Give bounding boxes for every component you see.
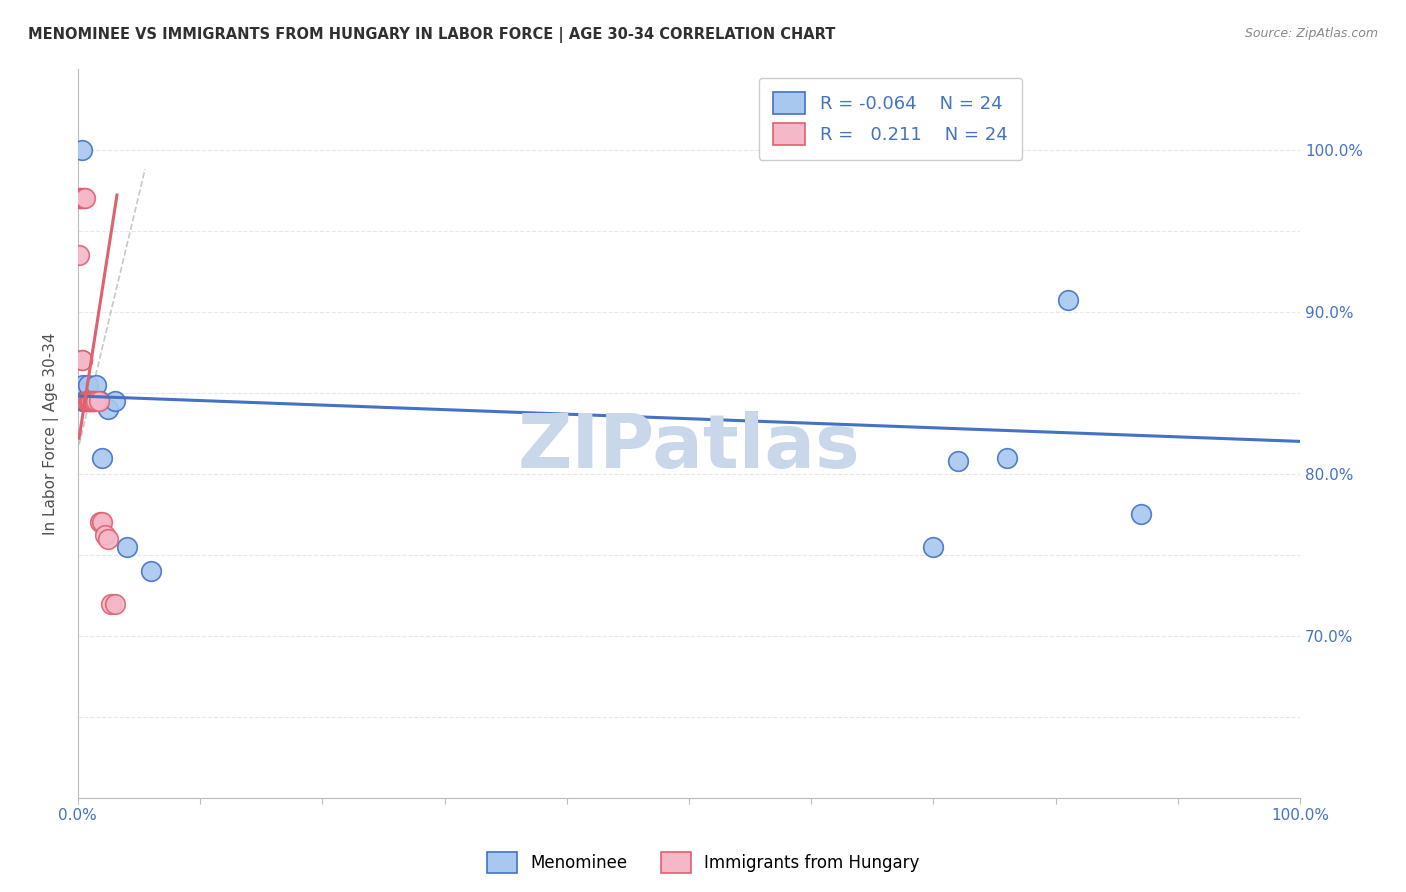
Point <box>79 393 101 408</box>
Point <box>72 191 94 205</box>
Point <box>72 393 94 408</box>
Point <box>84 377 107 392</box>
Point <box>91 516 114 530</box>
Point <box>946 454 969 468</box>
Text: MENOMINEE VS IMMIGRANTS FROM HUNGARY IN LABOR FORCE | AGE 30-34 CORRELATION CHAR: MENOMINEE VS IMMIGRANTS FROM HUNGARY IN … <box>28 27 835 43</box>
Point <box>75 191 97 205</box>
Point <box>103 393 125 408</box>
Point <box>70 143 93 157</box>
Point <box>77 393 100 408</box>
Point <box>1130 508 1153 522</box>
Point <box>75 393 97 408</box>
Point <box>67 248 90 262</box>
Point <box>115 540 138 554</box>
Point <box>73 191 96 205</box>
Point <box>82 393 104 408</box>
Point <box>84 393 107 408</box>
Point <box>69 191 91 205</box>
Point <box>922 540 945 554</box>
Point <box>141 564 163 578</box>
Point <box>79 393 101 408</box>
Point <box>75 393 97 408</box>
Legend: Menominee, Immigrants from Hungary: Menominee, Immigrants from Hungary <box>479 846 927 880</box>
Point <box>75 393 97 408</box>
Text: ZIPatlas: ZIPatlas <box>517 411 860 484</box>
Point <box>82 393 104 408</box>
Point <box>67 191 90 205</box>
Point <box>72 377 94 392</box>
Point <box>80 393 103 408</box>
Point <box>77 393 100 408</box>
Point <box>70 353 93 368</box>
Point <box>87 393 110 408</box>
Point <box>1056 293 1078 308</box>
Point <box>97 401 120 416</box>
Point <box>70 353 93 368</box>
Point <box>83 393 105 408</box>
Point <box>995 450 1018 465</box>
Point <box>97 532 120 546</box>
Point <box>73 385 96 400</box>
Text: Source: ZipAtlas.com: Source: ZipAtlas.com <box>1244 27 1378 40</box>
Point <box>94 528 117 542</box>
Point <box>76 377 98 392</box>
Point <box>89 393 111 408</box>
Point <box>69 191 91 205</box>
Point <box>100 597 122 611</box>
Point <box>89 516 111 530</box>
Point <box>91 450 114 465</box>
Point <box>76 393 98 408</box>
Point <box>73 393 96 408</box>
Legend: R = -0.064    N = 24, R =   0.211    N = 24: R = -0.064 N = 24, R = 0.211 N = 24 <box>758 78 1022 160</box>
Point <box>103 597 125 611</box>
Y-axis label: In Labor Force | Age 30-34: In Labor Force | Age 30-34 <box>44 332 59 534</box>
